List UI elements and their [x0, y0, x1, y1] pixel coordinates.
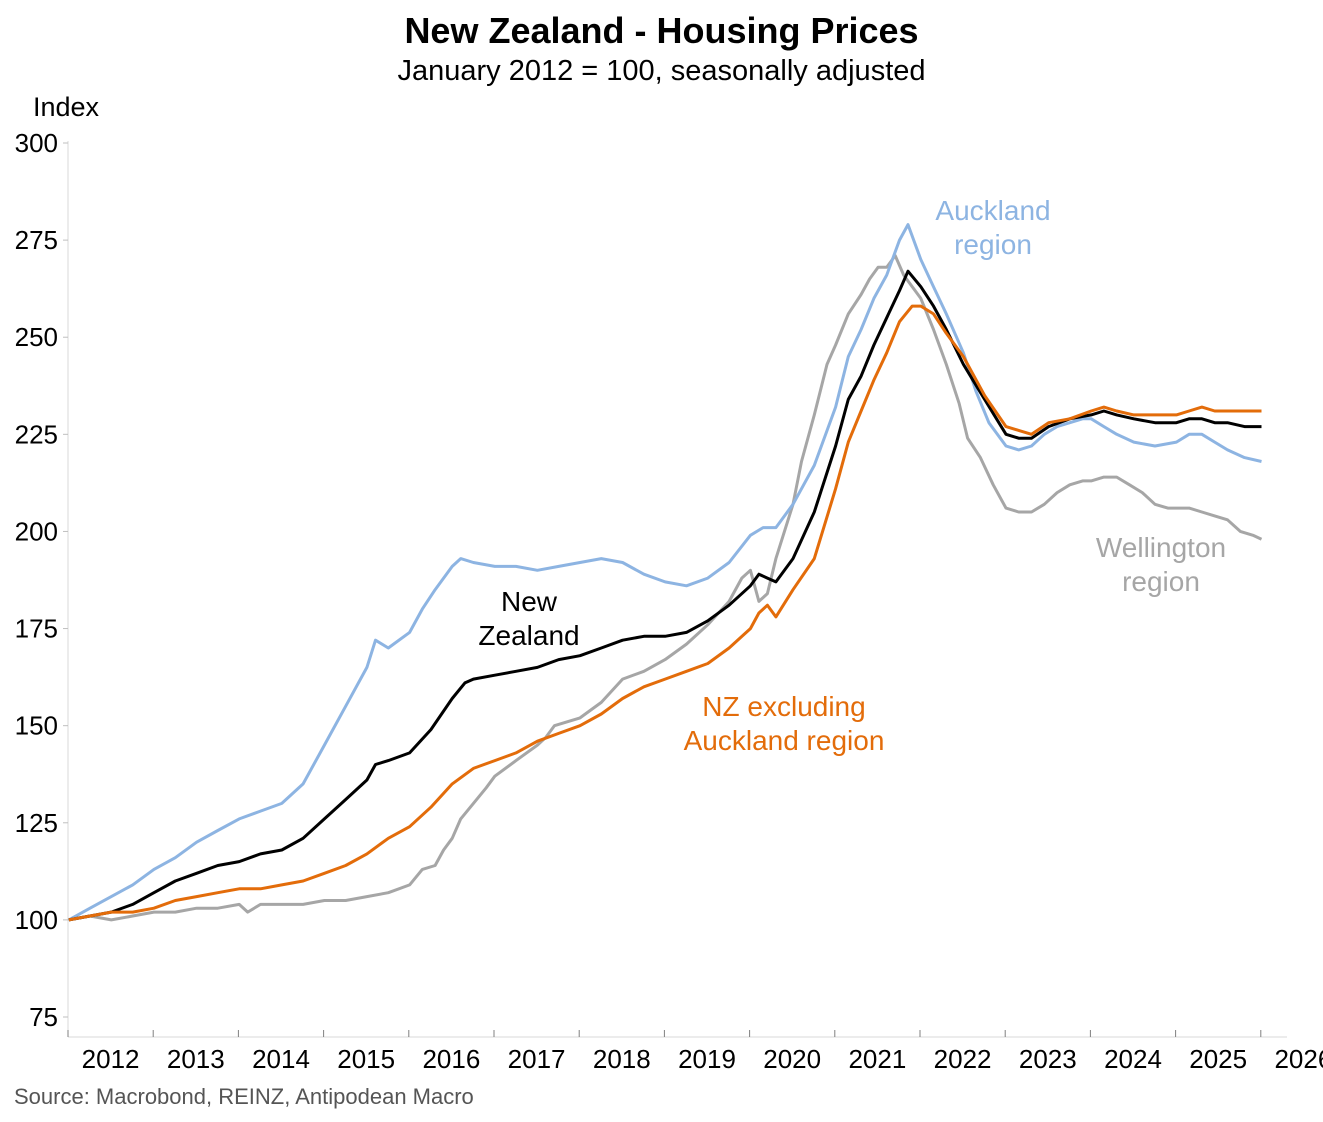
chart-subtitle: January 2012 = 100, seasonally adjusted	[397, 55, 926, 87]
series-line-nz-excluding-auckland-region	[68, 304, 1262, 922]
chart-source: Source: Macrobond, REINZ, Antipodean Mac…	[14, 1084, 474, 1109]
chart-title: New Zealand - Housing Prices	[404, 10, 919, 51]
series-line-new-zealand	[68, 269, 1262, 922]
y-tick-label: 150	[15, 711, 58, 741]
x-tick-label: 2013	[167, 1044, 225, 1074]
x-tick-label: 2018	[593, 1044, 651, 1074]
y-tick-label: 125	[15, 808, 58, 838]
chart-plot: Index 75 100 125 150 175 200 225 250 275 300 2012 2…	[15, 92, 1323, 1074]
x-tick-label: 2022	[934, 1044, 992, 1074]
x-tick-label: 2023	[1019, 1044, 1077, 1074]
series-line-wellington-region	[68, 254, 1263, 922]
y-tick-label: 200	[15, 516, 58, 546]
y-tick-label: 300	[15, 128, 58, 158]
series-label: region	[1122, 566, 1200, 597]
x-tick-label: 2020	[763, 1044, 821, 1074]
series-label: New	[501, 586, 558, 617]
y-tick-label: 75	[29, 1002, 58, 1032]
series-label: Zealand	[478, 620, 579, 651]
axes: 75 100 125 150 175 200 225 250 275 300 2012 2013 201…	[15, 128, 1323, 1074]
series-line-auckland-region	[68, 223, 1262, 922]
x-tick-label: 2025	[1189, 1044, 1247, 1074]
y-axis-label: Index	[33, 92, 100, 122]
series-label: NZ excluding	[702, 691, 865, 722]
y-tick-label: 275	[15, 225, 58, 255]
y-tick-label: 250	[15, 322, 58, 352]
x-tick-label: 2015	[337, 1044, 395, 1074]
series-label: region	[954, 229, 1032, 260]
x-tick-label: 2017	[508, 1044, 566, 1074]
y-tick-label: 175	[15, 614, 58, 644]
y-tick-label: 225	[15, 419, 58, 449]
x-tick-label: 2021	[848, 1044, 906, 1074]
series-label: Auckland region	[684, 725, 885, 756]
x-tick-label: 2024	[1104, 1044, 1162, 1074]
series-lines	[68, 223, 1263, 922]
x-tick-label: 2014	[252, 1044, 310, 1074]
x-tick-label: 2019	[678, 1044, 736, 1074]
x-tick-label: 2012	[82, 1044, 140, 1074]
y-tick-label: 100	[15, 905, 58, 935]
series-labels: WellingtonregionAucklandregionNewZealand…	[478, 195, 1226, 756]
x-tick-label: 2016	[422, 1044, 480, 1074]
x-tick-label: 2026	[1274, 1044, 1323, 1074]
series-label: Auckland	[935, 195, 1050, 226]
series-label: Wellington	[1096, 532, 1226, 563]
